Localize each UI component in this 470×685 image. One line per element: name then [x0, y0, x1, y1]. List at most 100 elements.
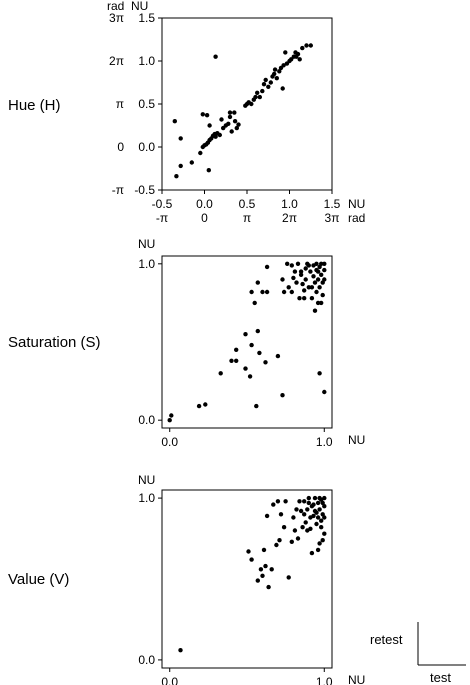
data-point-saturation-56	[317, 371, 322, 376]
data-point-hue-43	[263, 77, 268, 83]
data-point-hue-19	[207, 123, 212, 128]
data-point-hue-20	[219, 117, 224, 122]
data-point-value-7	[261, 547, 267, 553]
row-label-saturation: Saturation (S)	[8, 334, 101, 351]
data-point-hue-65	[294, 54, 299, 59]
data-point-hue-24	[227, 114, 233, 120]
data-point-hue-18	[200, 112, 205, 117]
data-point-saturation-9	[243, 366, 248, 371]
y-tick-label-value-1: 0.0	[138, 653, 155, 667]
data-point-value-50	[308, 515, 313, 520]
data-point-hue-29	[236, 122, 241, 127]
data-point-value-40	[264, 513, 270, 519]
data-point-saturation-7	[234, 347, 239, 352]
data-point-hue-52	[281, 63, 286, 68]
x-tick-label-secondary-hue-1: 0	[201, 211, 208, 225]
data-point-value-15	[292, 528, 298, 533]
data-point-hue-50	[277, 69, 282, 74]
data-point-hue-61	[300, 45, 305, 51]
y-unit-value: NU	[138, 473, 155, 487]
data-point-value-18	[300, 525, 305, 530]
y-tick-label-saturation-0: 1.0	[138, 257, 155, 271]
data-point-saturation-31	[295, 261, 301, 266]
x-unit-hue: NU	[348, 197, 365, 211]
data-point-hue-40	[257, 94, 262, 100]
x-tick-label-secondary-hue-4: 3π	[325, 211, 340, 225]
data-point-saturation-37	[303, 277, 308, 282]
data-point-saturation-66	[292, 269, 298, 274]
data-point-saturation-55	[312, 308, 318, 313]
data-point-hue-1	[178, 163, 183, 169]
legend-y-label: retest	[370, 632, 403, 647]
data-point-saturation-48	[315, 277, 321, 282]
data-point-value-58	[319, 525, 324, 530]
x-ticks-saturation: 0.0 1.0	[161, 428, 333, 449]
points-saturation	[167, 261, 327, 423]
data-point-saturation-24	[280, 277, 285, 282]
x-tick-label-hue-1: 0.0	[196, 197, 213, 211]
data-point-hue-31	[213, 54, 218, 59]
data-point-hue-14	[213, 134, 218, 139]
data-point-hue-64	[283, 50, 288, 55]
data-point-value-4	[260, 573, 265, 578]
data-point-value-10	[274, 542, 279, 548]
data-point-hue-16	[217, 132, 222, 138]
data-point-value-17	[297, 499, 302, 504]
y-ticks-hue: 1.5 3π 1.0 2π 0.5 π 0.0 0 -0.5 -π	[109, 11, 162, 197]
data-point-saturation-36	[303, 266, 308, 271]
data-point-value-16	[295, 536, 301, 541]
data-point-value-54	[317, 495, 322, 501]
x-tick-label-hue-2: 0.5	[239, 197, 256, 211]
data-point-saturation-34	[300, 281, 305, 287]
data-point-value-51	[311, 502, 316, 507]
data-point-value-22	[306, 500, 311, 506]
data-point-saturation-57	[322, 389, 327, 395]
y-tick-label-hue-3: 0.0	[138, 140, 155, 154]
data-point-saturation-2	[196, 403, 202, 409]
row-label-hue: Hue (H)	[8, 97, 61, 114]
data-point-saturation-40	[308, 269, 313, 274]
data-point-value-2	[249, 557, 254, 562]
x-unit-value: NU	[348, 673, 365, 685]
data-point-saturation-23	[280, 393, 285, 398]
data-point-saturation-41	[309, 296, 315, 301]
data-point-hue-25	[227, 110, 233, 115]
x-tick-label-hue-3: 1.0	[281, 197, 298, 211]
data-point-hue-32	[206, 168, 211, 173]
data-point-saturation-33	[298, 272, 304, 277]
data-point-saturation-12	[255, 328, 260, 334]
data-point-value-9	[269, 567, 274, 572]
data-point-value-49	[306, 495, 311, 501]
data-point-saturation-50	[317, 285, 322, 290]
data-point-saturation-16	[249, 289, 254, 295]
data-point-value-53	[315, 515, 321, 520]
data-point-value-26	[312, 495, 318, 501]
data-point-hue-48	[274, 76, 279, 81]
x-tick-label-saturation-0: 0.0	[161, 435, 178, 449]
data-point-saturation-63	[322, 277, 327, 282]
data-point-saturation-60	[306, 263, 311, 268]
data-point-saturation-58	[319, 300, 324, 306]
x-tick-label-hue-4: 1.5	[324, 197, 341, 211]
data-point-value-57	[322, 515, 327, 520]
y-ticks-value: 1.0 0.0	[138, 491, 162, 667]
data-point-hue-5	[198, 150, 203, 156]
data-point-value-35	[322, 504, 327, 509]
data-point-hue-41	[260, 88, 265, 94]
data-point-saturation-18	[255, 280, 260, 285]
data-point-saturation-67	[314, 261, 319, 266]
y-tick-label-saturation-1: 0.0	[138, 413, 155, 427]
data-point-value-12	[281, 525, 287, 530]
data-point-value-21	[305, 507, 310, 512]
data-point-saturation-27	[286, 285, 291, 290]
data-point-saturation-4	[218, 371, 223, 376]
data-point-saturation-22	[275, 353, 281, 359]
data-point-hue-23	[226, 121, 231, 127]
data-point-saturation-28	[289, 263, 294, 268]
data-point-value-6	[263, 563, 268, 569]
y-tick-label-secondary-hue-1: 2π	[109, 54, 124, 68]
data-point-saturation-26	[285, 261, 290, 266]
data-point-hue-30	[229, 129, 234, 134]
y-tick-label-hue-1: 1.0	[138, 54, 155, 68]
